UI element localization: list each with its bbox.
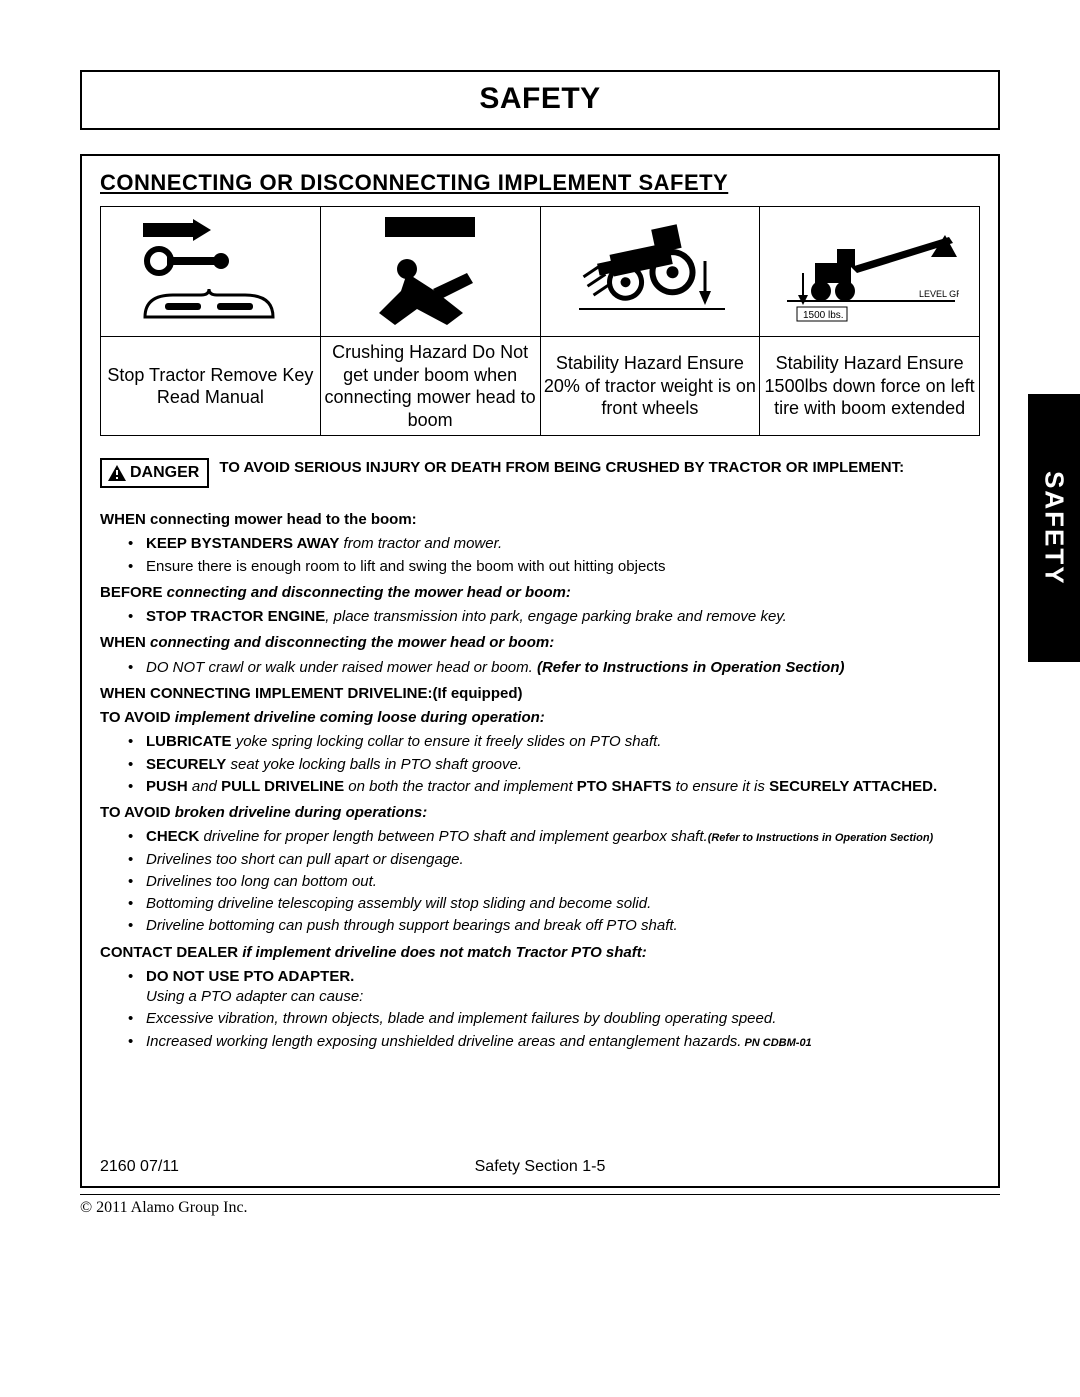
hazard-caption-2: Crushing Hazard Do Not get under boom wh… <box>320 337 540 436</box>
side-tab-label: SAFETY <box>1039 471 1070 586</box>
copyright: © 2011 Alamo Group Inc. <box>80 1194 1000 1217</box>
s1-list: KEEP BYSTANDERS AWAY from tractor and mo… <box>100 534 980 577</box>
s5-pre: TO AVOID <box>100 709 171 726</box>
s1-heading: WHEN connecting mower head to the boom: <box>100 511 417 528</box>
weight-label: 1500 lbs. <box>803 310 844 321</box>
level-ground-label: LEVEL GROUND <box>919 289 959 299</box>
s5-rest: implement driveline coming loose during … <box>171 709 545 726</box>
s4-heading: WHEN CONNECTING IMPLEMENT DRIVELINE:(If … <box>100 685 522 702</box>
danger-row: DANGER TO AVOID SERIOUS INJURY OR DEATH … <box>100 458 980 488</box>
hazard-caption-3: Stability Hazard Ensure 20% of tractor w… <box>540 337 760 436</box>
stability-1500lbs-icon: LEVEL GROUND 1500 lbs. <box>781 213 959 331</box>
body-text: WHEN connecting mower head to the boom: … <box>100 510 980 1052</box>
content-box: CONNECTING OR DISCONNECTING IMPLEMENT SA… <box>80 154 1000 1188</box>
s7-list: DO NOT USE PTO ADAPTER.Using a PTO adapt… <box>100 967 980 1052</box>
s5-list: LUBRICATE yoke spring locking collar to … <box>100 732 980 797</box>
list-item: Bottoming driveline telescoping assembly… <box>128 894 980 914</box>
list-item: DO NOT USE PTO ADAPTER.Using a PTO adapt… <box>128 967 980 1008</box>
list-item: Excessive vibration, thrown objects, bla… <box>128 1009 980 1029</box>
crushing-hazard-icon <box>355 213 505 331</box>
stop-key-manual-icon <box>135 217 285 327</box>
list-item: Drivelines too short can pull apart or d… <box>128 850 980 870</box>
footer-row: 2160 07/11 Safety Section 1-5 <box>100 1158 980 1176</box>
list-item: Drivelines too long can bottom out. <box>128 872 980 892</box>
hazard-icon-cell-3 <box>540 207 760 337</box>
s6-rest: broken driveline during operations: <box>171 804 428 821</box>
list-item: Driveline bottoming can push through sup… <box>128 916 980 936</box>
warning-triangle-icon <box>108 465 126 481</box>
hazard-icon-cell-4: LEVEL GROUND 1500 lbs. <box>760 207 980 337</box>
s7-rest: if implement driveline does not match Tr… <box>238 944 647 961</box>
s7-pre: CONTACT DEALER <box>100 944 238 961</box>
list-item: CHECK driveline for proper length betwee… <box>128 827 980 847</box>
s3-list: DO NOT crawl or walk under raised mower … <box>100 658 980 678</box>
danger-text: TO AVOID SERIOUS INJURY OR DEATH FROM BE… <box>219 458 980 478</box>
list-item: Ensure there is enough room to lift and … <box>128 557 980 577</box>
list-item: Increased working length exposing unshie… <box>128 1032 980 1052</box>
s2-list: STOP TRACTOR ENGINE, place transmission … <box>100 607 980 627</box>
hazard-table: LEVEL GROUND 1500 lbs. Stop Tractor Remo… <box>100 206 980 436</box>
hazard-icon-cell-2 <box>320 207 540 337</box>
side-tab: SAFETY <box>1028 394 1080 662</box>
list-item: PUSH and PULL DRIVELINE on both the trac… <box>128 777 980 797</box>
s6-list: CHECK driveline for proper length betwee… <box>100 827 980 936</box>
hazard-caption-4: Stability Hazard Ensure 1500lbs down for… <box>760 337 980 436</box>
danger-badge: DANGER <box>100 458 209 488</box>
s3-pre: WHEN <box>100 634 146 651</box>
s6-pre: TO AVOID <box>100 804 171 821</box>
hazard-icon-cell-1 <box>101 207 321 337</box>
s3-rest: connecting and disconnecting the mower h… <box>146 634 554 651</box>
list-item: SECURELY seat yoke locking balls in PTO … <box>128 755 980 775</box>
section-title: CONNECTING OR DISCONNECTING IMPLEMENT SA… <box>100 170 980 196</box>
footer-center: Safety Section 1-5 <box>100 1158 980 1176</box>
danger-label: DANGER <box>130 464 199 482</box>
page-title: SAFETY <box>82 82 998 116</box>
list-item: KEEP BYSTANDERS AWAY from tractor and mo… <box>128 534 980 554</box>
s2-rest: connecting and disconnecting the mower h… <box>163 584 571 601</box>
stability-20pct-icon <box>565 217 735 327</box>
list-item: STOP TRACTOR ENGINE, place transmission … <box>128 607 980 627</box>
s2-pre: BEFORE <box>100 584 163 601</box>
title-box: SAFETY <box>80 70 1000 130</box>
list-item: DO NOT crawl or walk under raised mower … <box>128 658 980 678</box>
list-item: LUBRICATE yoke spring locking collar to … <box>128 732 980 752</box>
hazard-caption-1: Stop Tractor Remove Key Read Manual <box>101 337 321 436</box>
